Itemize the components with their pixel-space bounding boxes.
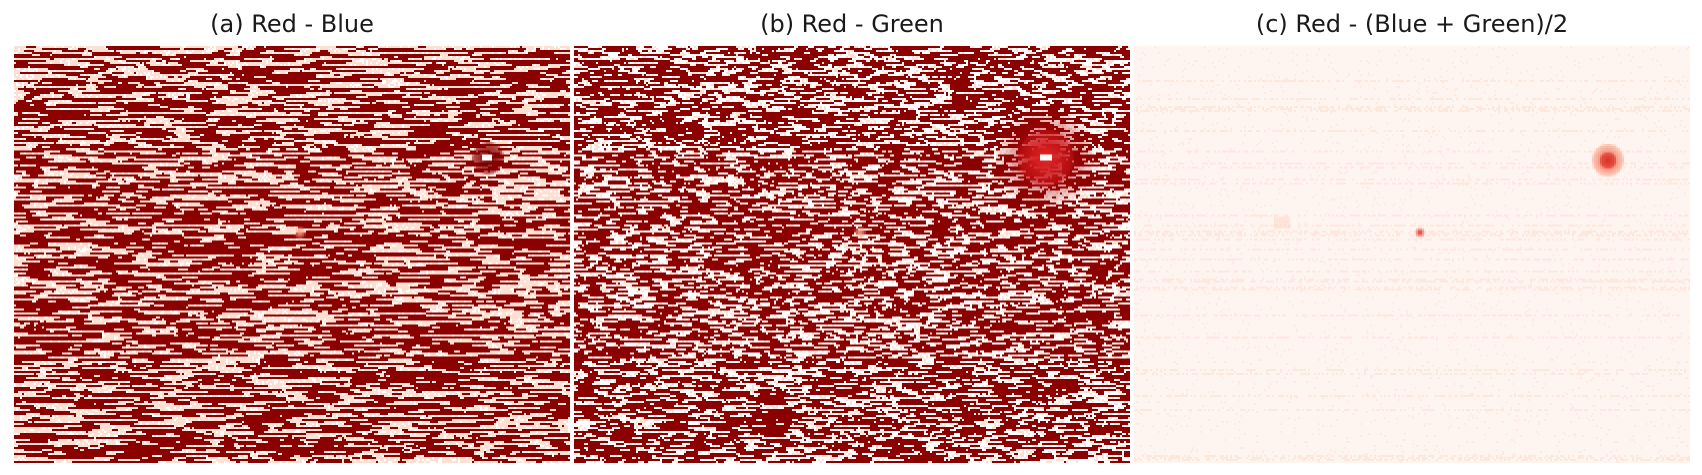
- panel-title: (a) Red - Blue: [210, 10, 374, 38]
- panel-red-minus-blue: (a) Red - Blue: [14, 0, 570, 475]
- difference-image: [1134, 46, 1690, 463]
- panel-red-minus-mean: (c) Red - (Blue + Green)/2: [1134, 0, 1690, 475]
- panel-red-minus-green: (b) Red - Green: [574, 0, 1130, 475]
- panel-title: (b) Red - Green: [760, 10, 944, 38]
- difference-image: [574, 46, 1130, 463]
- panel-title: (c) Red - (Blue + Green)/2: [1255, 10, 1569, 38]
- difference-image: [14, 46, 570, 463]
